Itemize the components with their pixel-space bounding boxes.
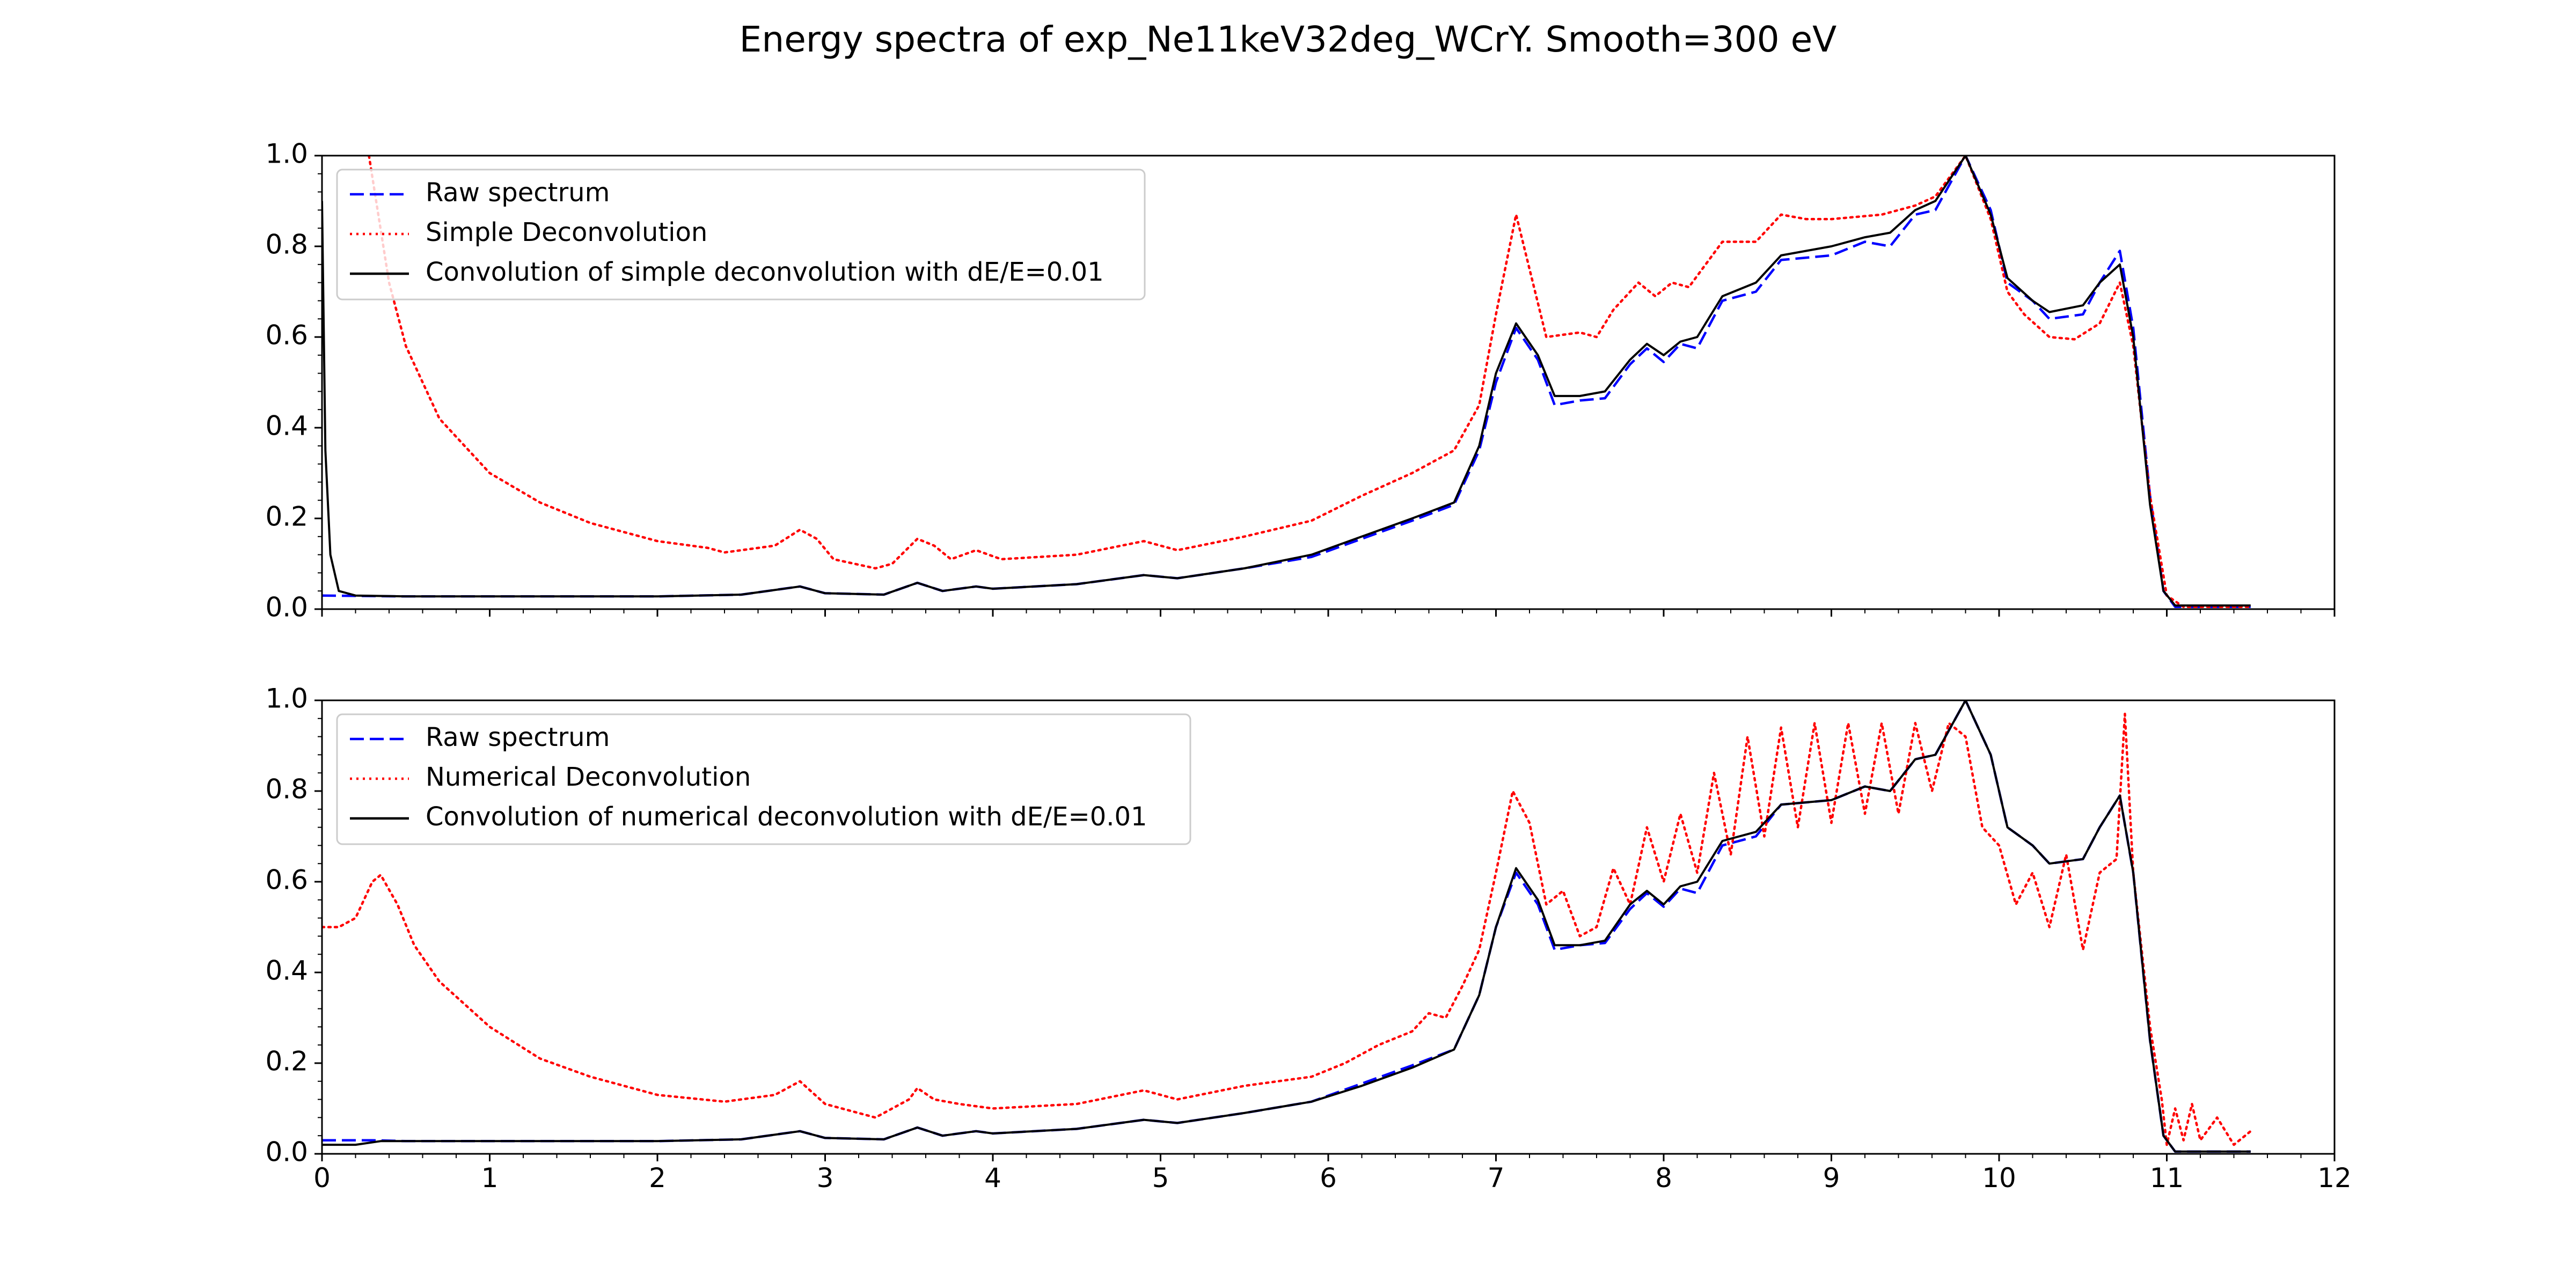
axes-frame: [321, 155, 2336, 610]
series-group: [322, 156, 2252, 609]
y-tick-label: 0.4: [265, 411, 308, 442]
y-tick-label: 0.6: [265, 320, 308, 351]
figure-title: Energy spectra of exp_Ne11keV32deg_WCrY.…: [740, 19, 1837, 60]
series-line-3: [322, 156, 2251, 607]
x-tick-label: 12: [2317, 1162, 2352, 1194]
x-tick-label: 7: [1488, 1162, 1505, 1194]
y-tick-label: 0.8: [265, 774, 308, 805]
x-tick-label: 3: [817, 1162, 834, 1194]
x-tick-label: 5: [1152, 1162, 1169, 1194]
x-tick-label: 8: [1655, 1162, 1672, 1194]
legend-box: [336, 169, 1146, 301]
legend-label: Convolution of simple deconvolution with…: [426, 257, 1104, 287]
y-tick-label: 0.0: [265, 1137, 308, 1168]
legend-box: [336, 713, 1191, 845]
chart-panel-top: 0.0 0.2 0.4 0.6 0.8 1.0 Raw spectrum Simple Dec…: [265, 138, 2336, 623]
legend-label: Convolution of numerical deconvolution w…: [426, 802, 1147, 832]
x-tick-label: 4: [984, 1162, 1001, 1194]
x-tick-label: 10: [1982, 1162, 2016, 1194]
y-tick-label: 0.4: [265, 955, 308, 986]
y-tick-label: 0.2: [265, 1046, 308, 1077]
y-tick-label: 0.0: [265, 592, 308, 623]
series-line-2: [368, 156, 2252, 609]
x-tick-label: 9: [1823, 1162, 1840, 1194]
legend-label: Numerical Deconvolution: [426, 762, 751, 792]
x-tick-label: 0: [313, 1162, 331, 1194]
y-tick-label: 1.0: [265, 683, 308, 714]
y-tick-label: 0.2: [265, 501, 308, 532]
legend-label: Raw spectrum: [426, 178, 610, 208]
series-line-3: [322, 700, 2251, 1153]
x-tick-label: 1: [481, 1162, 499, 1194]
x-tick-label: 11: [2150, 1162, 2184, 1194]
series-group: [322, 700, 2252, 1153]
axes-frame: [321, 699, 2336, 1155]
series-line-2: [322, 713, 2252, 1146]
y-tick-label: 0.8: [265, 229, 308, 260]
x-tick-label: 2: [649, 1162, 666, 1194]
y-tick-label: 1.0: [265, 138, 308, 170]
y-tick-label: 0.6: [265, 865, 308, 896]
legend-label: Simple Deconvolution: [426, 217, 707, 247]
x-tick-label: 6: [1320, 1162, 1337, 1194]
legend-label: Raw spectrum: [426, 722, 610, 752]
